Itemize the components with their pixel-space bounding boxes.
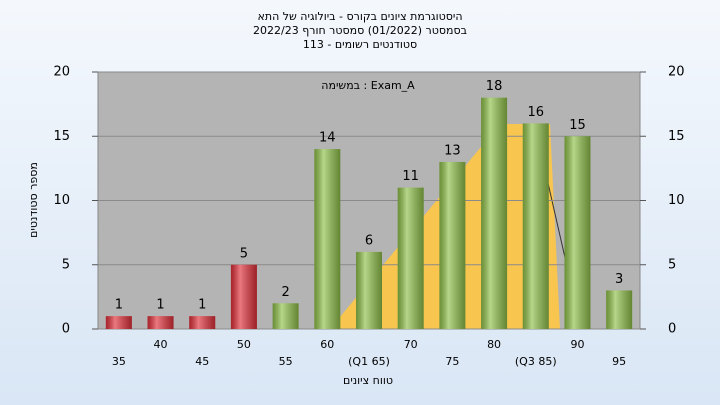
chart-subtitle: סטודנטים רשומים - 113: [303, 38, 417, 51]
x-tick-label: (Q1 65): [348, 355, 390, 368]
y2-tick-label: 5: [668, 257, 676, 272]
y-tick-label: 5: [62, 257, 70, 272]
bar-shine: [522, 123, 549, 330]
y2-tick-label: 20: [668, 65, 685, 80]
bar-shine: [481, 97, 508, 329]
x-tick-label: 75: [445, 355, 459, 368]
marks: [98, 71, 640, 330]
bar-shine: [439, 161, 466, 329]
bar-shine: [606, 290, 633, 329]
data-label: 18: [486, 79, 503, 94]
bar-shine: [564, 136, 591, 329]
bar-shine: [272, 303, 299, 329]
x-tick-label: 35: [112, 355, 126, 368]
y-tick-label: 20: [53, 65, 70, 80]
data-label: 3: [615, 272, 623, 287]
data-label: 1: [198, 298, 206, 313]
data-label: 14: [319, 131, 336, 146]
bar-shine: [189, 316, 216, 329]
y2-tick-label: 10: [668, 193, 685, 208]
data-label: 11: [402, 169, 419, 184]
bar-shine: [397, 187, 424, 329]
data-label: 15: [569, 118, 586, 133]
data-label: 1: [115, 298, 123, 313]
chart-title: היסטוגרמת ציונים בקורס - ביולוגיה של התא: [257, 10, 462, 23]
data-label: 6: [365, 233, 373, 248]
x-tick-label: 95: [612, 355, 626, 368]
bar-shine: [230, 264, 257, 329]
y-tick-label: 0: [62, 322, 70, 337]
bar-shine: [356, 251, 382, 329]
y-tick-label: 10: [53, 193, 70, 208]
annotation: במשימה : Exam_A: [321, 79, 415, 92]
chart-subtitle: בסמסטר (01/2022) סמסטר חורף 2022/23: [253, 24, 467, 37]
y-axis-label: מספר סטודנטים: [27, 162, 40, 238]
x-tick-label: 50: [237, 338, 251, 351]
x-tick-label: 90: [570, 338, 584, 351]
y2-tick-label: 15: [668, 129, 685, 144]
x-tick-label: 45: [195, 355, 209, 368]
data-label: 2: [281, 285, 289, 300]
x-tick-label: 70: [404, 338, 418, 351]
y-tick-label: 15: [53, 129, 70, 144]
bar-shine: [314, 149, 341, 329]
x-tick-label: 60: [320, 338, 334, 351]
x-tick-label: 55: [279, 355, 293, 368]
data-label: 16: [527, 105, 544, 120]
data-label: 1: [156, 298, 164, 313]
bar-shine: [147, 316, 174, 329]
x-axis-label: טווח ציונים: [343, 374, 393, 387]
data-label: 5: [240, 246, 248, 261]
bar-shine: [105, 316, 132, 329]
x-tick-label: 40: [154, 338, 168, 351]
x-tick-label: 80: [487, 338, 501, 351]
x-tick-label: (Q3 85): [515, 355, 557, 368]
data-label: 13: [444, 143, 461, 158]
y2-tick-label: 0: [668, 322, 676, 337]
